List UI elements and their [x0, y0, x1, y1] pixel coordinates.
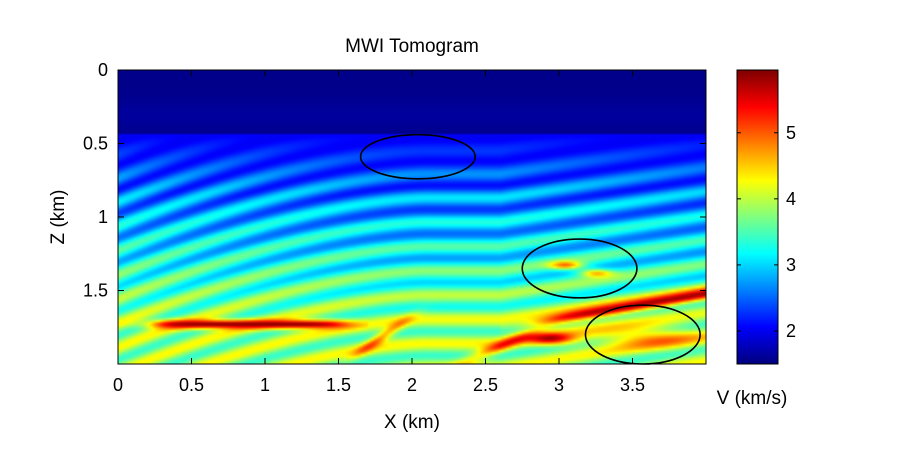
y-tick-label: 0 [98, 60, 108, 80]
x-tick-label: 2.5 [473, 375, 498, 395]
annotation-ellipse [584, 304, 701, 365]
colorbar-tick-label: 2 [786, 321, 796, 341]
colorbar [737, 70, 778, 364]
x-tick-label: 3.5 [620, 375, 645, 395]
annotation-ellipse [359, 133, 477, 180]
y-tick-label: 1.5 [83, 281, 108, 301]
x-tick-label: 3 [554, 375, 564, 395]
y-tick-label: 0.5 [83, 134, 108, 154]
x-tick-label: 1 [260, 375, 270, 395]
y-axis-label: Z (km) [48, 190, 69, 245]
annotation-ellipse [521, 238, 638, 299]
plot-frame [117, 69, 707, 365]
chart-title: MWI Tomogram [345, 36, 479, 57]
x-axis-label: X (km) [384, 412, 440, 433]
colorbar-tick-label: 3 [786, 255, 796, 275]
x-tick-label: 0 [113, 375, 123, 395]
y-tick-label: 1 [98, 207, 108, 227]
x-tick-label: 1.5 [326, 375, 351, 395]
colorbar-tick-label: 4 [786, 189, 796, 209]
colorbar-frame [736, 69, 779, 365]
colorbar-label: V (km/s) [717, 388, 788, 409]
x-tick-label: 2 [407, 375, 417, 395]
tomogram-heatmap [118, 70, 706, 364]
x-tick-label: 0.5 [179, 375, 204, 395]
colorbar-tick-label: 5 [786, 123, 796, 143]
